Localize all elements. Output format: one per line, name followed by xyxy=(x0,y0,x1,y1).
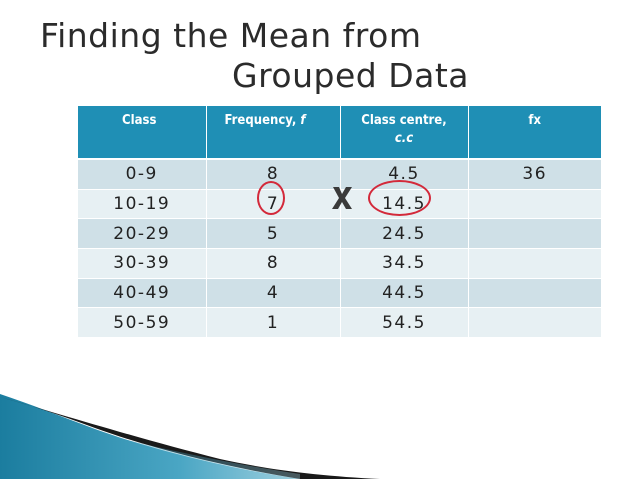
header-class-centre-label: Class centre, xyxy=(361,113,447,128)
grouped-data-table: Class Frequency, f Class centre, c.c fx 0… xyxy=(78,106,601,339)
header-frequency-variable: f xyxy=(300,113,306,128)
cell-frequency: 1 xyxy=(206,307,341,339)
cell-frequency: 7 xyxy=(206,189,341,220)
table-row: 50-59 1 54.5 xyxy=(78,307,601,339)
table-row: 40-49 4 44.5 xyxy=(78,278,601,309)
cell-frequency: 5 xyxy=(206,218,341,250)
cell-class-centre: 14.5 xyxy=(340,189,469,220)
cell-frequency: 8 xyxy=(206,159,341,190)
table-row: 20-29 5 24.5 xyxy=(78,218,601,250)
cell-frequency: 8 xyxy=(206,248,341,279)
cell-class: 0-9 xyxy=(78,159,207,190)
cell-class-centre: 54.5 xyxy=(340,307,469,339)
cell-fx xyxy=(468,307,601,339)
header-class: Class xyxy=(78,106,207,160)
cell-class-centre: 24.5 xyxy=(340,218,469,250)
header-frequency: Frequency, f xyxy=(206,106,341,160)
cell-class: 50-59 xyxy=(78,307,207,339)
cell-fx xyxy=(468,248,601,279)
cell-class-centre: 4.5 xyxy=(340,159,469,190)
table-row: 0-9 8 4.5 36 xyxy=(78,159,601,190)
cell-class: 20-29 xyxy=(78,218,207,250)
table-header-row: Class Frequency, f Class centre, c.c fx xyxy=(78,106,601,160)
cell-fx xyxy=(468,278,601,309)
cell-fx xyxy=(468,218,601,250)
header-class-centre: Class centre, c.c xyxy=(340,106,469,160)
cell-fx xyxy=(468,189,601,220)
table-row: 30-39 8 34.5 xyxy=(78,248,601,279)
cell-frequency: 4 xyxy=(206,278,341,309)
cell-class: 10-19 xyxy=(78,189,207,220)
cell-class: 40-49 xyxy=(78,278,207,309)
header-fx: fx xyxy=(468,106,601,160)
cell-class-centre: 44.5 xyxy=(340,278,469,309)
cell-class: 30-39 xyxy=(78,248,207,279)
table-row: 10-19 7 14.5 xyxy=(78,189,601,220)
slide-title-line-1: Finding the Mean from xyxy=(40,16,422,55)
decorative-swoosh xyxy=(0,394,380,479)
slide-title-line-2: Grouped Data xyxy=(232,56,469,95)
cell-fx: 36 xyxy=(468,159,601,190)
cell-class-centre: 34.5 xyxy=(340,248,469,279)
header-frequency-label: Frequency, xyxy=(224,113,301,128)
header-class-centre-variable: c.c xyxy=(394,131,414,146)
